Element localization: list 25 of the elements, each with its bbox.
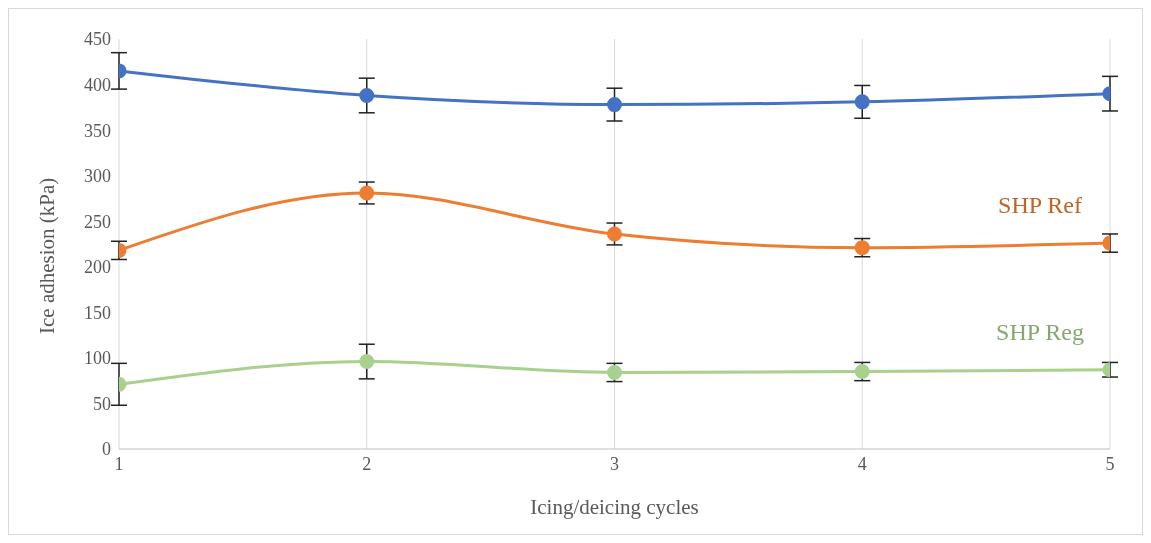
series-label: SHP Ref <box>998 192 1082 219</box>
y-tick-label: 350 <box>84 120 111 141</box>
series-label: SHP Reg <box>996 318 1084 345</box>
y-axis-title: Ice adhesion (kPa) <box>35 177 60 334</box>
y-tick-label: 200 <box>84 257 111 278</box>
point <box>359 185 375 201</box>
y-tick-label: 400 <box>84 74 111 95</box>
x-tick-label: 4 <box>857 453 867 474</box>
y-tick-label: 100 <box>84 348 111 369</box>
y-tick-label: 50 <box>93 393 111 414</box>
point <box>854 94 870 110</box>
y-tick-label: 150 <box>84 302 111 323</box>
point <box>359 354 375 370</box>
point <box>607 97 622 113</box>
x-tick-label: 3 <box>610 453 619 474</box>
x-tick-label: 5 <box>1105 453 1115 474</box>
x-tick-label: 1 <box>114 453 124 474</box>
y-tick-label: 300 <box>84 166 111 187</box>
y-tick-label: 250 <box>84 211 111 232</box>
point <box>607 226 622 242</box>
x-tick-label: 2 <box>362 453 372 474</box>
point <box>359 87 375 103</box>
y-tick-label: 0 <box>102 439 111 460</box>
y-tick-label: 450 <box>84 29 111 50</box>
x-axis-title: Icing/deicing cycles <box>530 495 699 519</box>
